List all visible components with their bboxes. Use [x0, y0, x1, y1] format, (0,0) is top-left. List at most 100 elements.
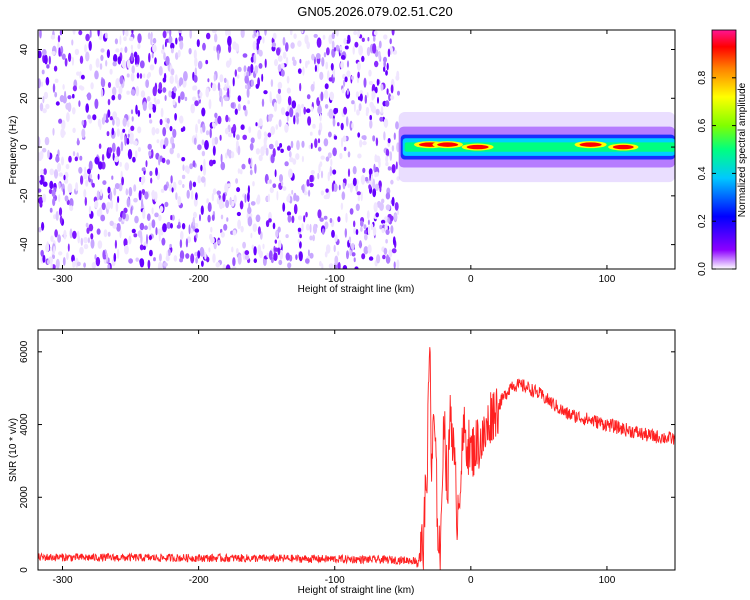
noise-speckle — [346, 70, 351, 78]
noise-speckle — [228, 43, 232, 53]
noise-speckle — [88, 160, 93, 171]
noise-speckle — [152, 44, 157, 53]
noise-speckle — [263, 90, 268, 95]
noise-speckle — [264, 132, 268, 142]
noise-speckle — [223, 96, 229, 102]
noise-speckle — [319, 161, 323, 168]
noise-speckle — [367, 37, 370, 42]
noise-speckle — [305, 223, 310, 231]
noise-speckle — [87, 114, 91, 120]
noise-speckle — [331, 229, 335, 238]
noise-speckle — [151, 52, 154, 59]
noise-speckle — [79, 55, 84, 64]
noise-speckle — [273, 102, 278, 112]
noise-speckle — [171, 187, 174, 193]
noise-speckle — [255, 83, 260, 89]
snr-frame — [37, 329, 676, 571]
noise-speckle — [396, 70, 400, 79]
noise-speckle — [357, 132, 361, 138]
noise-speckle — [220, 161, 226, 171]
noise-speckle — [55, 101, 60, 106]
noise-speckle — [212, 83, 217, 92]
noise-speckle — [151, 191, 154, 197]
noise-speckle — [159, 118, 163, 126]
noise-speckle — [324, 104, 329, 109]
noise-speckle — [98, 143, 102, 149]
noise-speckle — [136, 54, 140, 65]
noise-speckle — [288, 151, 292, 158]
noise-speckle — [85, 51, 90, 62]
noise-speckle — [387, 48, 391, 58]
noise-speckle — [364, 229, 367, 235]
noise-speckle — [103, 229, 108, 238]
noise-speckle — [351, 100, 355, 105]
noise-speckle — [178, 35, 184, 43]
noise-speckle — [305, 211, 308, 218]
noise-speckle — [84, 196, 88, 206]
noise-speckle — [66, 112, 70, 123]
noise-speckle — [269, 91, 272, 102]
noise-speckle — [203, 158, 206, 169]
noise-speckle — [194, 228, 200, 233]
noise-speckle — [142, 101, 147, 111]
noise-speckle — [193, 211, 197, 219]
noise-speckle — [72, 107, 76, 115]
noise-speckle — [383, 34, 388, 40]
noise-speckle — [199, 246, 205, 257]
noise-speckle — [212, 188, 217, 195]
noise-speckle — [297, 68, 302, 74]
noise-speckle — [212, 253, 216, 263]
noise-speckle — [94, 200, 99, 209]
noise-speckle — [349, 184, 353, 193]
noise-speckle — [179, 40, 184, 50]
noise-speckle — [185, 238, 188, 248]
noise-speckle — [289, 157, 294, 163]
noise-speckle — [72, 230, 77, 239]
noise-speckle — [114, 156, 119, 163]
noise-speckle — [164, 95, 167, 101]
noise-speckle — [346, 250, 349, 260]
noise-speckle — [328, 131, 332, 138]
noise-speckle — [251, 244, 255, 250]
noise-speckle — [374, 183, 380, 191]
noise-speckle — [232, 41, 237, 50]
noise-speckle — [277, 146, 281, 151]
noise-speckle — [120, 47, 123, 53]
noise-speckle — [307, 60, 310, 65]
noise-speckle — [83, 172, 88, 180]
noise-speckle — [240, 30, 245, 39]
noise-speckle — [394, 202, 399, 211]
noise-speckle — [74, 48, 80, 56]
noise-speckle — [267, 193, 270, 203]
noise-speckle — [112, 118, 115, 126]
noise-speckle — [240, 225, 244, 233]
y-tick-label: 4000 — [19, 413, 30, 436]
noise-speckle — [208, 159, 214, 167]
noise-speckle — [148, 101, 153, 111]
noise-speckle — [77, 230, 80, 238]
noise-speckle — [224, 127, 229, 135]
noise-speckle — [178, 80, 182, 87]
noise-speckle — [197, 144, 202, 151]
noise-speckle — [387, 217, 390, 224]
noise-speckle — [223, 223, 228, 231]
noise-speckle — [210, 237, 215, 244]
noise-speckle — [139, 60, 145, 69]
noise-speckle — [47, 259, 50, 265]
noise-speckle — [113, 187, 117, 196]
noise-speckle — [121, 176, 124, 186]
noise-speckle — [61, 119, 66, 130]
noise-speckle — [205, 130, 210, 136]
noise-speckle — [181, 174, 186, 180]
noise-speckle — [359, 139, 363, 148]
noise-speckle — [355, 203, 360, 211]
band-peak — [612, 144, 634, 150]
noise-speckle — [208, 247, 211, 253]
noise-speckle — [319, 71, 324, 81]
noise-speckle — [239, 200, 244, 210]
noise-speckle — [89, 30, 92, 38]
noise-speckle — [282, 202, 286, 212]
noise-speckle — [312, 223, 318, 234]
noise-speckle — [158, 66, 163, 76]
